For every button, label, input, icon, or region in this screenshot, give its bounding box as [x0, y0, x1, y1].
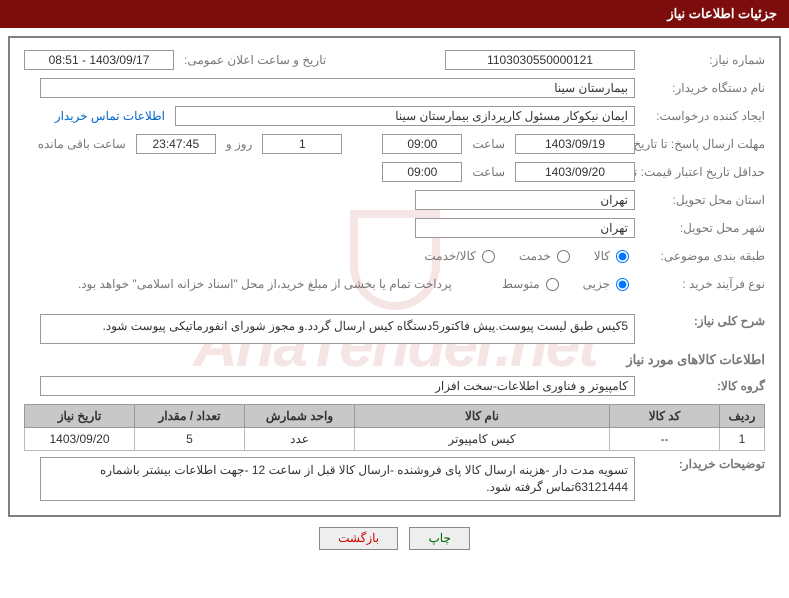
- requester-label: ایجاد کننده درخواست:: [635, 109, 765, 123]
- cell-qty: 5: [135, 428, 245, 451]
- form-panel: شماره نیاز: 1103030550000121 تاریخ و ساع…: [8, 36, 781, 517]
- panel-title: جزئیات اطلاعات نیاز: [667, 6, 777, 21]
- category-label: طبقه بندی موضوعی:: [635, 249, 765, 263]
- buyer-org-label: نام دستگاه خریدار:: [635, 81, 765, 95]
- process-label: نوع فرآیند خرید :: [635, 277, 765, 291]
- province-label: استان محل تحویل:: [635, 193, 765, 207]
- deadline-label: مهلت ارسال پاسخ: تا تاریخ:: [635, 137, 765, 151]
- radio-medium[interactable]: [546, 278, 559, 291]
- th-name: نام کالا: [355, 405, 610, 428]
- requester-value: ایمان نیکوکار مسئول کارپردازی بیمارستان …: [175, 106, 635, 126]
- items-heading: اطلاعات کالاهای مورد نیاز: [24, 352, 765, 368]
- th-date: تاریخ نیاز: [25, 405, 135, 428]
- announce-value: 1403/09/17 - 08:51: [24, 50, 174, 70]
- desc-label: شرح کلی نیاز:: [635, 314, 765, 328]
- days-remaining: 1: [262, 134, 342, 154]
- buyer-org-value: بیمارستان سینا: [40, 78, 635, 98]
- process-note: پرداخت تمام یا بخشی از مبلغ خرید،از محل …: [78, 277, 452, 291]
- radio-both[interactable]: [482, 250, 495, 263]
- validity-date: 1403/09/20: [515, 162, 635, 182]
- th-row: ردیف: [720, 405, 765, 428]
- radio-service-label: خدمت: [519, 249, 551, 263]
- cell-unit: عدد: [245, 428, 355, 451]
- cell-date: 1403/09/20: [25, 428, 135, 451]
- validity-time: 09:00: [382, 162, 462, 182]
- th-qty: تعداد / مقدار: [135, 405, 245, 428]
- back-button[interactable]: بازگشت: [319, 527, 398, 550]
- countdown: 23:47:45: [136, 134, 216, 154]
- city-value: تهران: [415, 218, 635, 238]
- cell-code: --: [610, 428, 720, 451]
- time-label-2: ساعت: [472, 165, 505, 179]
- radio-partial-label: جزیی: [583, 277, 610, 291]
- deadline-date: 1403/09/19: [515, 134, 635, 154]
- radio-goods[interactable]: [616, 250, 629, 263]
- contact-link[interactable]: اطلاعات تماس خریدار: [55, 109, 165, 123]
- radio-goods-label: کالا: [594, 249, 610, 263]
- footer-buttons: چاپ بازگشت: [0, 527, 789, 550]
- radio-partial[interactable]: [616, 278, 629, 291]
- buyer-note-label: توضیحات خریدار:: [635, 457, 765, 471]
- print-button[interactable]: چاپ: [409, 527, 469, 550]
- group-value: کامپیوتر و فناوری اطلاعات-سخت افزار: [40, 376, 635, 396]
- city-label: شهر محل تحویل:: [635, 221, 765, 235]
- desc-text: 5کیس طبق لیست پیوست.پیش فاکتور5دستگاه کی…: [40, 314, 635, 344]
- radio-both-label: کالا/خدمت: [424, 249, 475, 263]
- panel-header: جزئیات اطلاعات نیاز: [0, 0, 789, 28]
- deadline-time: 09:00: [382, 134, 462, 154]
- need-no-value: 1103030550000121: [445, 50, 635, 70]
- time-label-1: ساعت: [472, 137, 505, 151]
- th-unit: واحد شمارش: [245, 405, 355, 428]
- th-code: کد کالا: [610, 405, 720, 428]
- group-label: گروه کالا:: [635, 379, 765, 393]
- days-and-label: روز و: [226, 137, 253, 151]
- radio-medium-label: متوسط: [502, 277, 540, 291]
- cell-row: 1: [720, 428, 765, 451]
- announce-label: تاریخ و ساعت اعلان عمومی:: [184, 53, 326, 67]
- buyer-note-text: تسویه مدت دار -هزینه ارسال کالا پای فروش…: [40, 457, 635, 501]
- validity-label: حداقل تاریخ اعتبار قیمت: تا تاریخ:: [635, 165, 765, 179]
- radio-service[interactable]: [557, 250, 570, 263]
- items-table: ردیف کد کالا نام کالا واحد شمارش تعداد /…: [24, 404, 765, 451]
- remain-label: ساعت باقی مانده: [38, 137, 126, 151]
- need-no-label: شماره نیاز:: [635, 53, 765, 67]
- cell-name: کیس کامپیوتر: [355, 428, 610, 451]
- province-value: تهران: [415, 190, 635, 210]
- table-row: 1 -- کیس کامپیوتر عدد 5 1403/09/20: [25, 428, 765, 451]
